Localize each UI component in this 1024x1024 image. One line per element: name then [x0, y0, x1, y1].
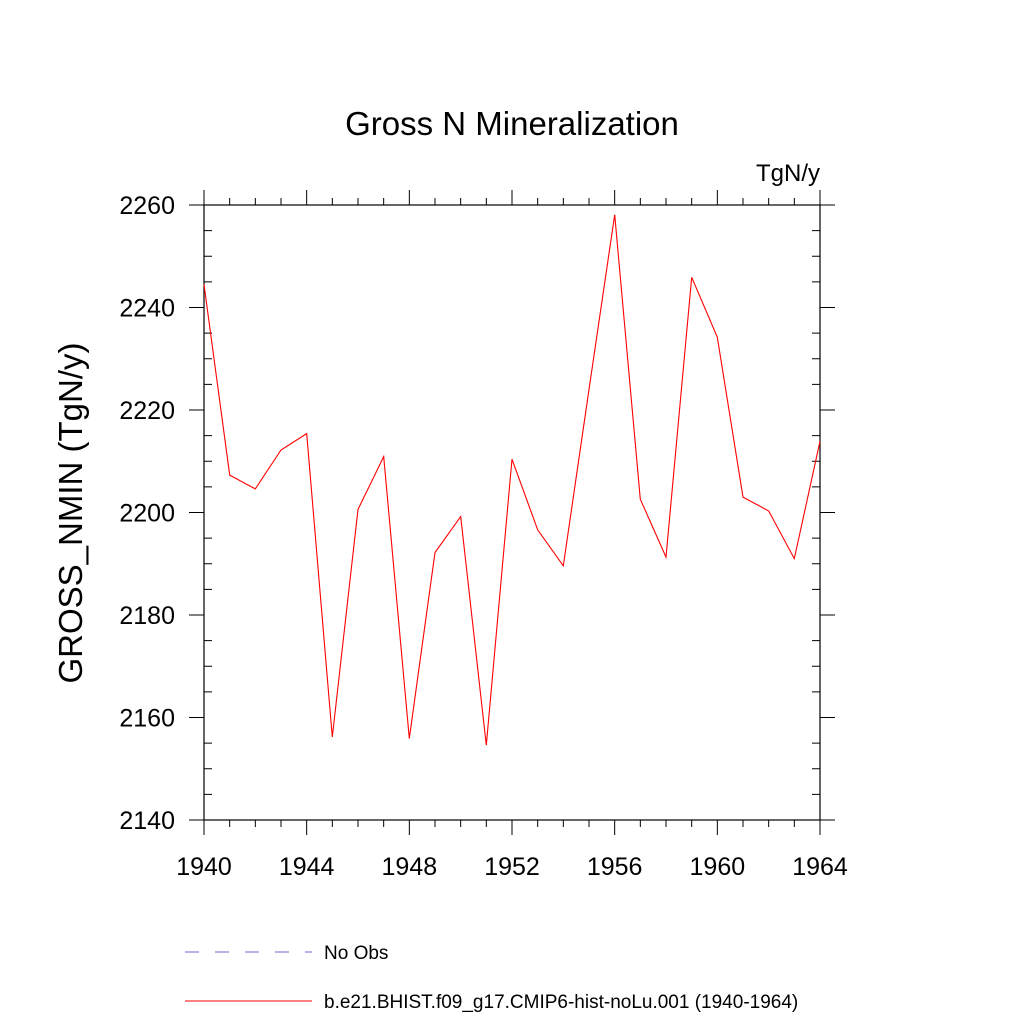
x-tick-label: 1960: [690, 853, 746, 881]
y-axis-label: GROSS_NMIN (TgN/y): [52, 342, 89, 683]
y-tick-label: 2260: [119, 192, 175, 220]
x-tick-label: 1952: [484, 853, 540, 881]
series-layer: [203, 214, 821, 746]
y-tick-label: 2200: [119, 500, 175, 528]
plot-area: [203, 204, 821, 821]
x-tick-label: 1964: [792, 853, 848, 881]
series-line-0: [203, 214, 821, 746]
y-tick-label: 2160: [119, 705, 175, 733]
units-label: TgN/y: [756, 160, 820, 187]
axis-ticks: [189, 190, 835, 835]
chart-title: Gross N Mineralization: [345, 105, 679, 142]
legend-label-model-run: b.e21.BHIST.f09_g17.CMIP6-hist-noLu.001 …: [324, 992, 798, 1013]
x-tick-label: 1944: [279, 853, 335, 881]
x-tick-label: 1948: [382, 853, 438, 881]
x-tick-label: 1940: [176, 853, 232, 881]
tick-labels: 1940 1944 1948 1952 1956 1960 1964 2140 2160 2180…: [119, 192, 848, 881]
x-tick-label: 1956: [587, 853, 643, 881]
y-tick-label: 2220: [119, 397, 175, 425]
y-tick-label: 2140: [119, 807, 175, 835]
legend: No Obs b.e21.BHIST.f09_g17.CMIP6-hist-no…: [185, 943, 798, 1013]
y-tick-label: 2180: [119, 602, 175, 630]
legend-label-no-obs: No Obs: [324, 943, 388, 964]
y-tick-label: 2240: [119, 295, 175, 323]
plot-frame: [203, 204, 821, 821]
